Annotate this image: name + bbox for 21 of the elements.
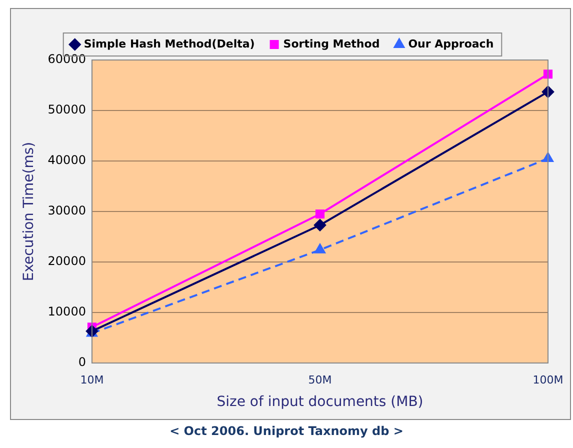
text: < Oct 2006. Uniprot Taxnomy db > (168, 424, 404, 438)
y-tick-label: 40000 (48, 153, 86, 168)
x-tick-label: 100M (532, 373, 564, 386)
point (315, 209, 325, 219)
x-tick-label: 50M (308, 373, 332, 386)
y-tick-label: 50000 (48, 102, 86, 117)
y-axis-title: Execution Time(ms) (21, 142, 38, 282)
point (543, 70, 553, 79)
x-tick-label: 10M (80, 373, 104, 386)
y-tick-label: 20000 (48, 254, 86, 268)
y-tick-label: 0 (78, 355, 86, 370)
x-axis-title: Size of input documents (MB) (216, 394, 424, 410)
point (542, 86, 554, 98)
y-tick-label: 10000 (48, 304, 86, 319)
point (542, 152, 554, 162)
point (314, 244, 326, 254)
legend-label: Sorting Method (283, 37, 380, 50)
legend-label: Our Approach (408, 37, 494, 50)
point (314, 219, 326, 232)
legend-label: Simple Hash Method(Delta) (84, 37, 255, 50)
y-tick-label: 30000 (48, 204, 86, 218)
